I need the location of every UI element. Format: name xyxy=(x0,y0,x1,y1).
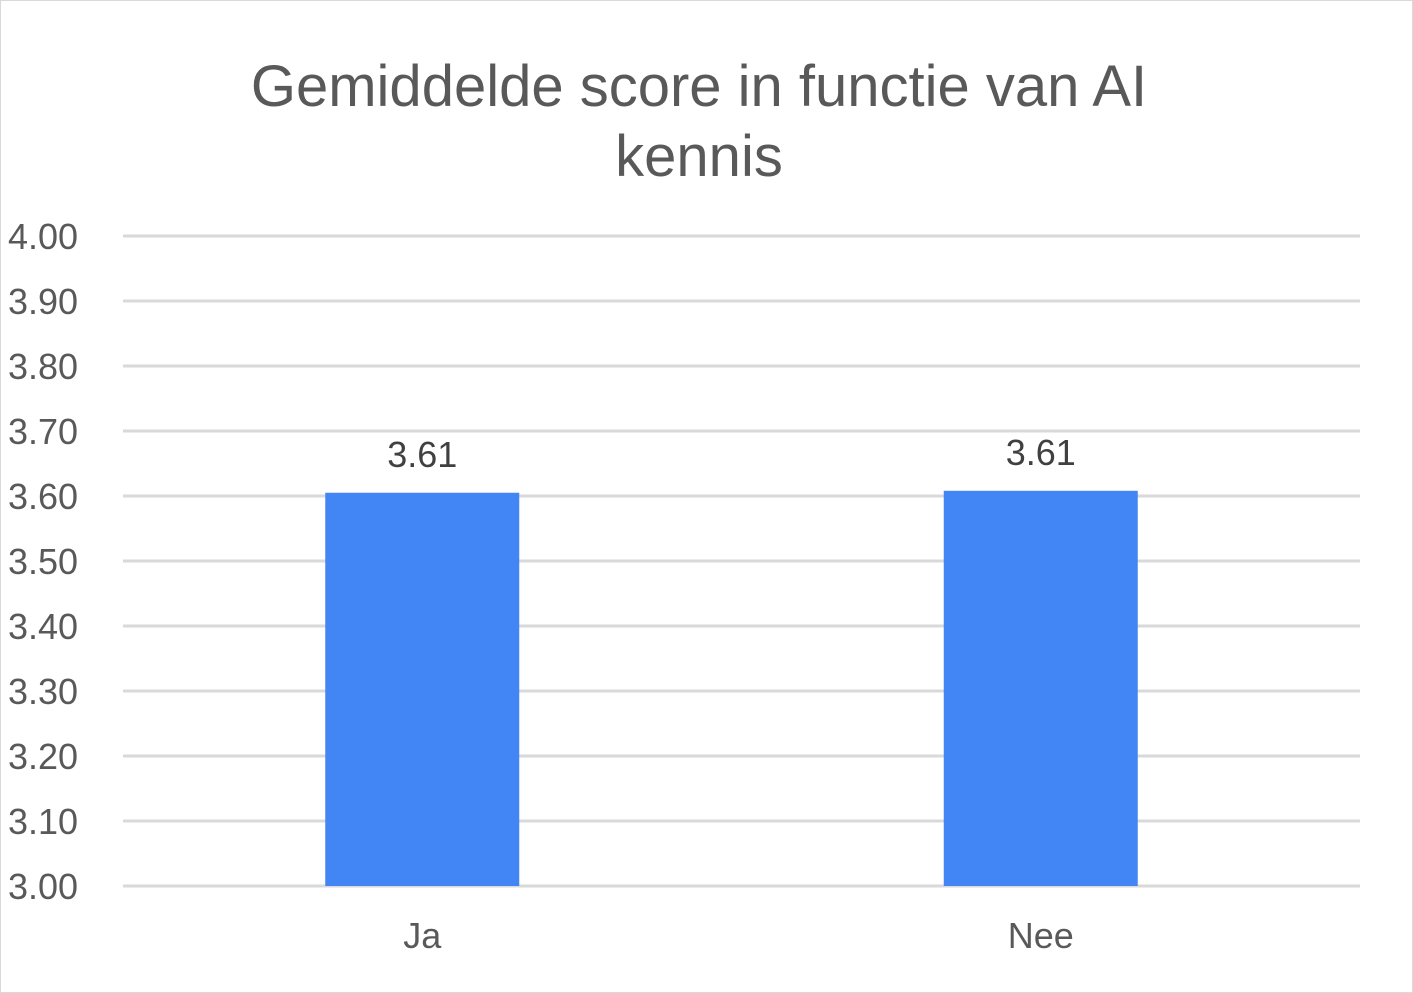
bar-ja xyxy=(325,492,520,886)
y-tick-label: 3.00 xyxy=(8,866,78,907)
y-tick-label: 3.30 xyxy=(8,671,78,712)
data-label: 3.61 xyxy=(387,434,457,475)
gridlines xyxy=(123,234,1360,888)
bars xyxy=(325,490,1138,886)
y-tick-label: 3.40 xyxy=(8,606,78,647)
x-category-label: Nee xyxy=(1008,915,1074,956)
bar-nee xyxy=(943,490,1138,886)
chart-title: Gemiddelde score in functie van AI kenni… xyxy=(250,54,1148,189)
data-labels: 3.61 3.61 xyxy=(387,432,1076,475)
y-tick-label: 3.20 xyxy=(8,736,78,777)
x-axis-categories: Ja Nee xyxy=(403,915,1074,956)
y-tick-label: 3.50 xyxy=(8,541,78,582)
x-category-label: Ja xyxy=(403,915,442,956)
y-tick-label: 3.60 xyxy=(8,476,78,517)
y-tick-label: 3.80 xyxy=(8,346,78,387)
data-label: 3.61 xyxy=(1006,432,1076,473)
y-tick-label: 3.90 xyxy=(8,281,78,322)
y-tick-label: 3.70 xyxy=(8,411,78,452)
y-tick-label: 3.10 xyxy=(8,801,78,842)
y-axis-ticks: 3.00 3.10 3.20 3.30 3.40 3.50 3.60 3.70 3.80 3.90… xyxy=(8,216,78,907)
y-tick-label: 4.00 xyxy=(8,216,78,257)
